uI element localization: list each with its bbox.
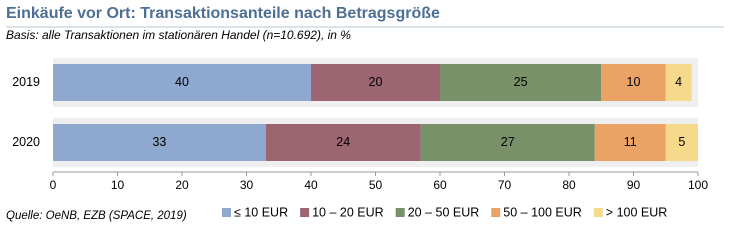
legend-swatch [395, 208, 405, 217]
legend-label: 10 – 20 EUR [312, 205, 384, 219]
bar-segment [420, 124, 595, 161]
data-label: 5 [678, 135, 685, 149]
bar-segment [665, 64, 692, 101]
y-tick-label: 2020 [12, 135, 40, 149]
legend-swatch [491, 208, 501, 217]
bar-segment [601, 64, 666, 101]
data-label: 20 [369, 75, 383, 89]
legend-label: 50 – 100 EUR [503, 205, 582, 219]
source: Quelle: OeNB, EZB (SPACE, 2019) [6, 210, 187, 222]
bar-segment [53, 64, 311, 101]
bar-segment [265, 124, 421, 161]
legend-swatch [222, 208, 231, 217]
x-tick-label: 40 [304, 178, 318, 192]
bar-segment [440, 64, 602, 101]
x-tick-label: 70 [498, 178, 512, 192]
legend-label: 20 – 50 EUR [408, 205, 480, 219]
y-tick-label: 2019 [12, 75, 40, 89]
data-label: 40 [175, 75, 189, 89]
x-tick-label: 10 [111, 178, 125, 192]
bar-segment [311, 64, 440, 101]
chart-title: Einkäufe vor Ort: Transaktionsanteile na… [6, 5, 440, 22]
data-label: 4 [675, 75, 682, 89]
legend-swatch [593, 208, 603, 217]
x-tick-label: 90 [627, 178, 641, 192]
x-tick-label: 100 [688, 178, 708, 192]
data-label: 25 [514, 75, 528, 89]
x-tick-label: 60 [433, 178, 447, 192]
chart: Einkäufe vor Ort: Transaktionsanteile na… [6, 5, 724, 222]
x-tick-label: 0 [50, 178, 57, 192]
x-tick-label: 30 [240, 178, 254, 192]
data-label: 27 [501, 135, 515, 149]
bar-segment [53, 124, 266, 161]
x-tick-label: 80 [562, 178, 576, 192]
x-tick-label: 50 [369, 178, 383, 192]
legend-swatch [300, 208, 310, 217]
legend-label: > 100 EUR [606, 205, 668, 219]
subtitle: Basis: alle Transaktionen im stationären… [6, 28, 351, 42]
legend-label: ≤ 10 EUR [234, 205, 288, 219]
data-label: 10 [627, 75, 641, 89]
data-label: 24 [336, 135, 350, 149]
x-tick-label: 20 [175, 178, 189, 192]
data-label: 11 [624, 135, 637, 149]
bar-segment [594, 124, 666, 161]
bar-segment [665, 124, 698, 161]
data-label: 33 [152, 135, 166, 149]
